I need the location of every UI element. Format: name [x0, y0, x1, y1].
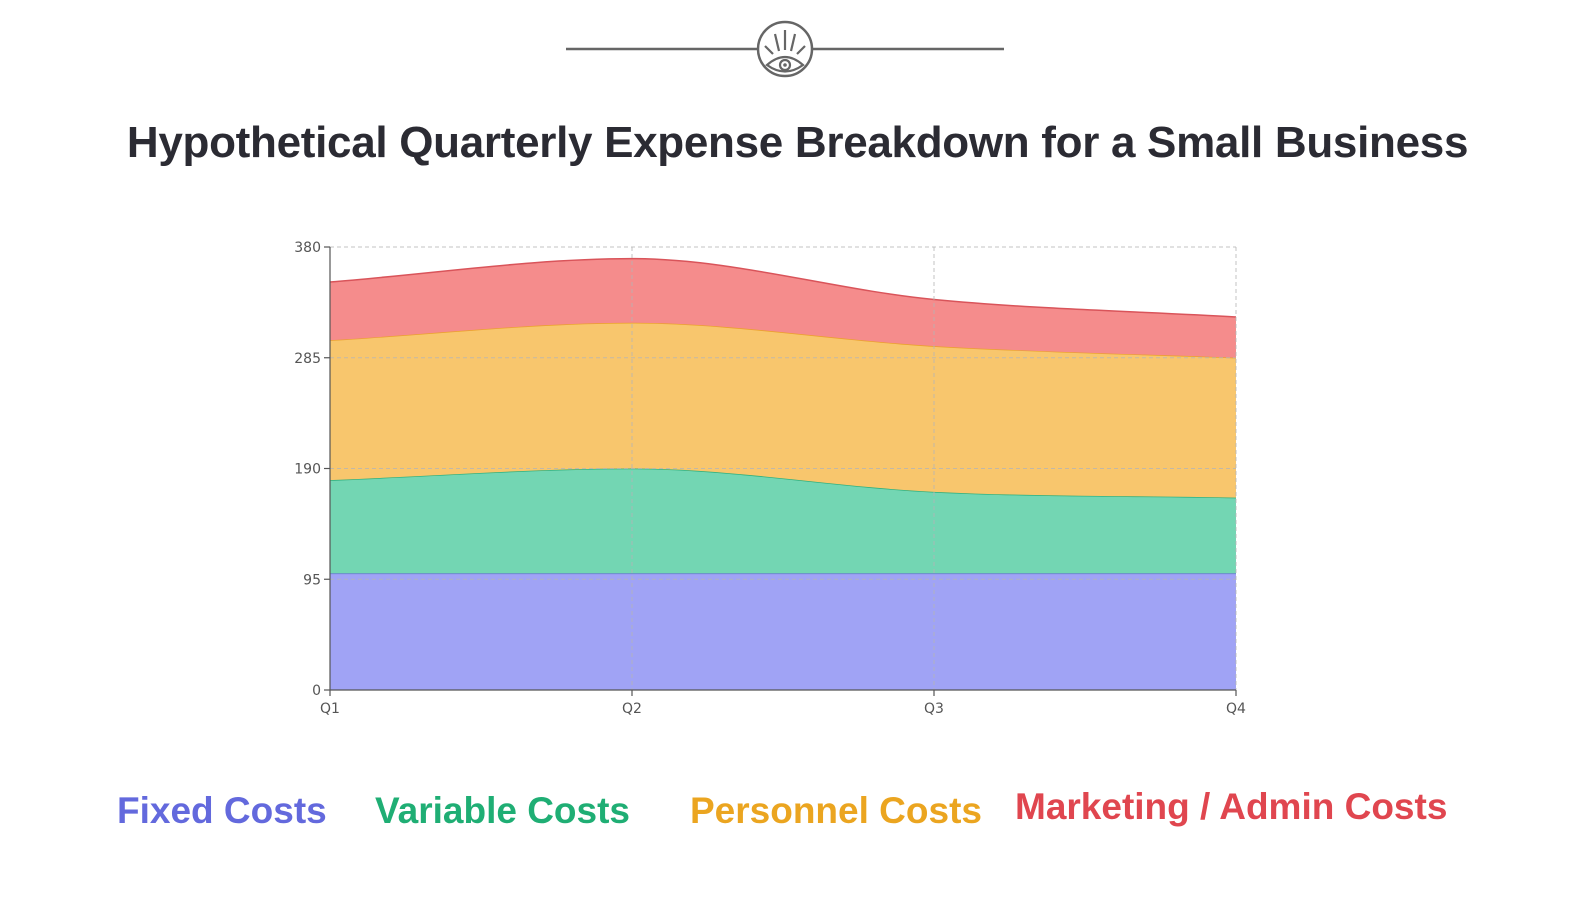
y-tick-label-0: 0 — [312, 683, 321, 699]
line-marketing-admin-costs — [329, 257, 1237, 318]
x-tick-label-Q2: Q2 — [622, 701, 642, 717]
y-tick-label-380: 380 — [294, 240, 321, 256]
legend-item-variable-costs: Variable Costs — [375, 790, 631, 831]
y-tick-label-285: 285 — [294, 351, 321, 367]
eye-logo-icon — [566, 20, 1004, 78]
area-fixed-costs — [330, 573, 1236, 690]
chart-title: Hypothetical Quarterly Expense Breakdown… — [126, 118, 1469, 167]
area-personnel-costs — [330, 322, 1236, 498]
y-tick-label-95: 95 — [303, 572, 321, 588]
x-tick-label-Q4: Q4 — [1226, 701, 1246, 717]
legend-item-marketing-admin-costs: Marketing / Admin Costs — [1015, 786, 1448, 827]
area-marketing-admin-costs — [330, 258, 1236, 358]
y-tick-label-190: 190 — [294, 462, 321, 478]
x-tick-label-Q1: Q1 — [320, 701, 340, 717]
legend-item-fixed-costs: Fixed Costs — [117, 790, 327, 831]
legend-item-personnel-costs: Personnel Costs — [690, 790, 982, 831]
x-tick-label-Q3: Q3 — [924, 701, 944, 717]
